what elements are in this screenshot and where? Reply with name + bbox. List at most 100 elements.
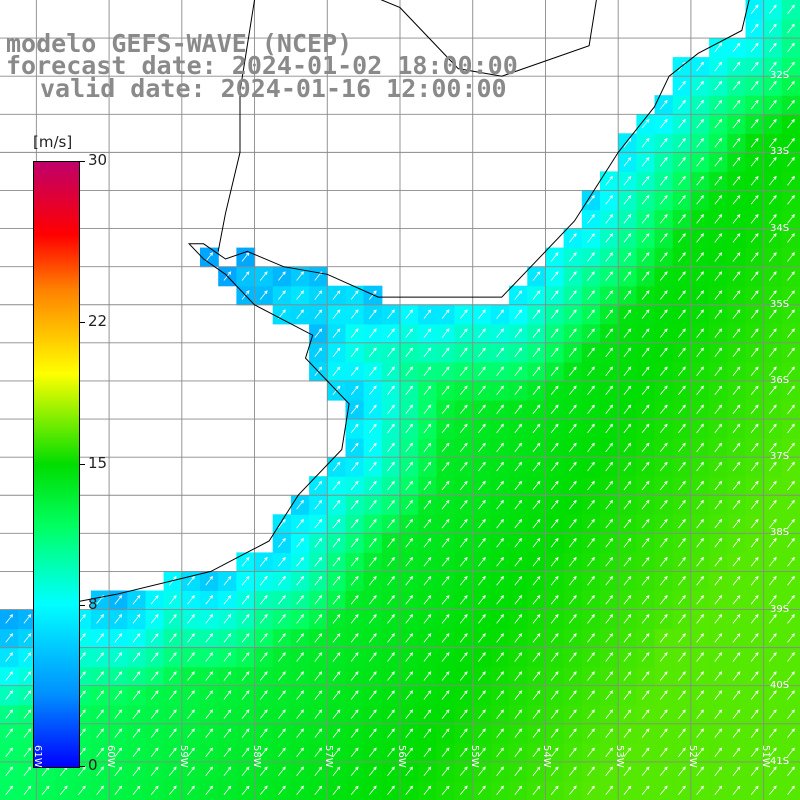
- wind-cell: [636, 476, 656, 496]
- wind-cell: [636, 666, 656, 687]
- wind-arrow: [659, 633, 668, 643]
- wind-arrow: [187, 690, 195, 700]
- wind-arrow: [405, 461, 414, 472]
- wind-arrow: [314, 785, 323, 796]
- wind-arrow: [314, 614, 323, 624]
- wind-cell: [90, 704, 110, 725]
- wind-arrow: [678, 690, 686, 700]
- wind-arrow: [787, 4, 795, 15]
- wind-cell: [727, 533, 747, 553]
- wind-arrow: [350, 766, 359, 776]
- wind-cell: [618, 742, 637, 763]
- wind-arrow: [768, 480, 777, 491]
- wind-arrow: [350, 728, 359, 738]
- wind-arrow: [659, 537, 668, 548]
- wind-arrow: [223, 766, 232, 776]
- wind-arrow: [114, 633, 123, 643]
- wind-cell: [672, 285, 692, 306]
- wind-arrow: [514, 442, 523, 453]
- wind-cell: [563, 285, 583, 306]
- wind-arrow: [496, 785, 504, 796]
- wind-arrow: [223, 614, 232, 624]
- wind-arrow: [659, 271, 668, 281]
- longitude-label: 53W: [614, 745, 626, 768]
- wind-cell: [545, 723, 565, 744]
- wind-arrow: [314, 595, 323, 605]
- wind-arrow: [678, 747, 686, 757]
- wind-arrow: [787, 42, 795, 53]
- wind-cell: [690, 666, 710, 687]
- wind-arrow: [696, 442, 704, 453]
- wind-arrow: [750, 499, 759, 510]
- wind-cell: [545, 533, 565, 553]
- wind-arrow: [750, 309, 759, 319]
- wind-cell: [727, 228, 747, 249]
- wind-arrow: [768, 671, 777, 681]
- wind-cell: [0, 723, 19, 744]
- wind-arrow: [587, 214, 595, 224]
- wind-arrow: [296, 728, 304, 738]
- wind-arrow: [187, 785, 195, 796]
- wind-arrow: [732, 480, 741, 491]
- wind-arrow: [259, 728, 268, 738]
- wind-cell: [345, 647, 365, 668]
- wind-arrow: [205, 595, 214, 605]
- wind-cell: [472, 552, 492, 572]
- wind-arrow: [441, 671, 450, 681]
- wind-cell: [727, 438, 747, 458]
- wind-arrow: [168, 671, 177, 681]
- wind-cell: [145, 742, 165, 763]
- latitude-label: 35S: [770, 298, 790, 310]
- wind-cell: [727, 704, 747, 725]
- wind-arrow: [241, 766, 250, 776]
- wind-cell: [545, 381, 565, 401]
- wind-arrow: [696, 271, 704, 281]
- wind-arrow: [259, 614, 268, 624]
- wind-arrow: [678, 80, 686, 91]
- wind-arrow: [205, 652, 214, 662]
- wind-arrow: [659, 709, 668, 719]
- wind-arrow: [278, 652, 286, 662]
- wind-arrow: [332, 766, 341, 776]
- wind-arrow: [732, 442, 741, 453]
- wind-cell: [472, 381, 492, 401]
- wind-cell: [127, 609, 147, 630]
- wind-cell: [363, 704, 383, 725]
- wind-cell: [236, 266, 256, 287]
- wind-cell: [709, 190, 728, 211]
- wind-arrow: [641, 461, 650, 472]
- wind-arrow: [114, 709, 123, 719]
- wind-cell: [636, 685, 656, 706]
- wind-cell: [600, 228, 619, 249]
- wind-arrow: [568, 499, 577, 510]
- wind-arrow: [696, 747, 704, 757]
- wind-arrow: [768, 461, 777, 472]
- wind-cell: [18, 685, 37, 706]
- wind-arrow: [114, 614, 123, 624]
- wind-cell: [436, 761, 456, 782]
- wind-arrow: [568, 728, 577, 738]
- wind-arrow: [732, 195, 741, 205]
- wind-cell: [636, 285, 656, 306]
- wind-arrow: [587, 366, 595, 376]
- wind-cell: [618, 704, 637, 725]
- wind-cell: [363, 323, 383, 344]
- wind-cell: [545, 438, 565, 458]
- wind-arrow: [314, 709, 323, 719]
- wind-cell: [709, 761, 728, 782]
- wind-arrow: [641, 118, 650, 129]
- wind-cell: [509, 590, 528, 611]
- wind-arrow: [459, 347, 468, 357]
- wind-arrow: [314, 652, 323, 662]
- wind-arrow: [623, 614, 632, 624]
- wind-arrow: [714, 175, 723, 186]
- wind-cell: [181, 666, 201, 687]
- wind-cell: [90, 666, 110, 687]
- wind-cell: [545, 476, 565, 496]
- wind-arrow: [387, 518, 395, 529]
- wind-cell: [418, 323, 437, 344]
- wind-cell: [345, 742, 365, 763]
- wind-arrow: [732, 80, 741, 91]
- wind-cell: [418, 685, 437, 706]
- wind-arrow: [405, 537, 414, 548]
